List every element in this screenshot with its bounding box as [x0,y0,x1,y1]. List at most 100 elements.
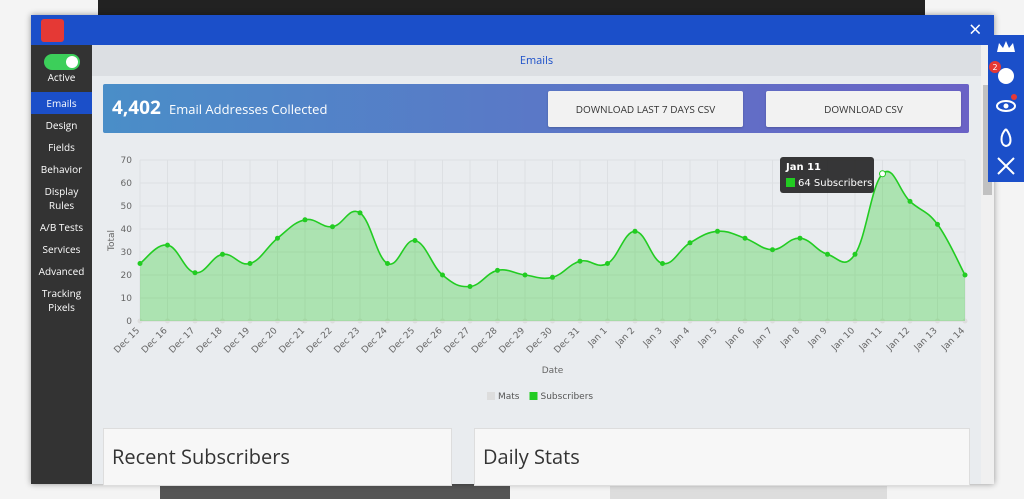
point [522,272,528,278]
x-tick-label: Dec 27 [443,326,473,356]
menu-item[interactable]: Advanced [38,264,85,278]
menu-item[interactable]: Fields [48,140,75,154]
point [550,274,555,280]
y-tick-label: 70 [121,156,133,166]
point [330,224,335,230]
count: 4,402 [112,94,161,120]
legend-label: Subscribers [541,392,594,402]
axis-label: Total [107,230,117,252]
area [140,171,965,321]
x-tick-label: Dec 30 [525,326,555,356]
point [192,318,198,324]
legend-label: Mats [498,392,520,402]
x-tick-label: Dec 28 [470,326,500,356]
point [962,318,968,324]
point [302,217,308,223]
menu-item[interactable]: A/B Tests [39,220,84,234]
x-tick-label: Dec 18 [195,326,225,356]
panel-title: Daily Stats [483,443,580,470]
x-tick-label: Jan 6 [723,326,747,350]
menu-item[interactable]: Emails [31,92,92,114]
fire-icon[interactable] [1000,128,1012,148]
tooltip-box [780,157,874,193]
point [770,247,775,253]
x-tick-label: Jan 7 [751,326,775,350]
download-button[interactable]: DOWNLOAD CSV [766,91,961,127]
point [412,238,418,243]
point [330,318,335,324]
x-tick-label: Jan 8 [778,326,802,350]
globe-icon[interactable] [998,68,1014,84]
point [550,318,555,324]
point [467,284,473,289]
point [440,272,445,278]
eye-icon[interactable] [996,100,1016,112]
x-tick-label: Dec 23 [333,326,363,356]
x-tick-label: Dec 21 [278,326,308,356]
x-tick-label: Dec 16 [140,326,170,356]
x-tick-label: Jan 5 [696,326,720,350]
legend-swatch [487,392,495,400]
menu-item[interactable]: Display Rules [44,184,79,212]
point [247,261,253,266]
hover-point [879,170,886,178]
backdrop [610,484,887,499]
point [852,251,858,257]
point [660,261,665,266]
close-button[interactable]: × [969,14,982,44]
menu-item[interactable]: Behavior [40,162,83,176]
point [935,221,940,227]
panel: Daily Stats [474,428,970,486]
tooltip-swatch [786,178,795,187]
modal-header: × [31,15,994,45]
tooltip-label: 64 Subscribers [798,178,872,189]
menu-item[interactable]: Design [45,118,78,132]
point [935,318,940,324]
menu-item[interactable]: Services [42,242,81,256]
point [715,228,720,234]
download-button[interactable]: DOWNLOAD LAST 7 DAYS CSV [548,91,743,127]
x-tick-label: Dec 19 [223,326,253,356]
menu-item[interactable]: Tracking Pixels [41,286,82,314]
toggle[interactable]: Active [31,45,92,88]
point [852,318,858,324]
close-icon[interactable] [997,157,1015,175]
point [577,318,583,324]
count-label: Email Addresses Collected [169,100,328,118]
badge-count: 2 [992,63,997,72]
point [742,318,748,324]
point [440,318,445,324]
crown-icon[interactable] [997,41,1015,52]
point [522,318,528,324]
tab[interactable]: Emails [92,45,981,76]
x-tick-label: Dec 29 [498,326,528,356]
x-tick-label: Jan 4 [668,326,692,350]
x-tick-label: Jan 12 [884,326,912,354]
point [962,272,968,278]
x-tick-label: Jan 11 [857,326,885,354]
y-tick-label: 30 [121,248,133,258]
toggle-label: Active [47,70,76,84]
x-tick-label: Dec 31 [553,326,583,356]
menu: Emails Design Fields Behavior Display Rules A… [31,88,92,322]
point [632,228,638,234]
x-tick-label: Jan 2 [613,326,637,350]
point [825,318,830,324]
panel: Recent Subscribers [103,428,452,486]
toggle-switch[interactable] [43,54,80,70]
point [275,318,280,324]
logo [41,19,64,42]
x-tick-label: Dec 24 [360,326,390,356]
y-tick-label: 20 [121,271,133,281]
point [797,235,803,241]
x-tick-label: Dec 22 [305,326,335,356]
point [577,258,583,264]
point [907,318,913,324]
point [825,251,830,257]
x-tick-label: Jan 10 [829,326,857,354]
x-tick-label: Jan 1 [586,326,610,350]
toolbar-icons: 2 [989,41,1017,175]
point [907,198,913,204]
